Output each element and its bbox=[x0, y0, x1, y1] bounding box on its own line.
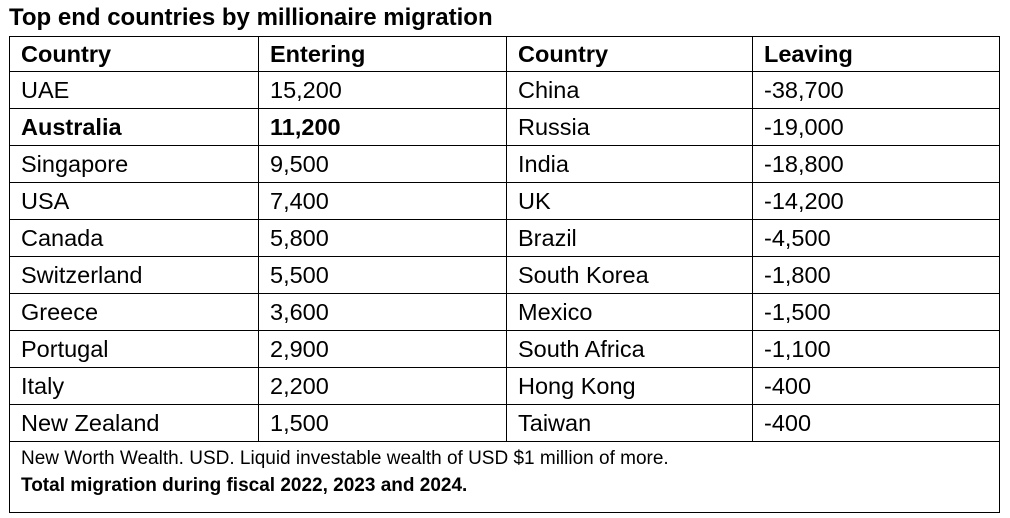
entering-value-cell: 7,400 bbox=[258, 182, 507, 220]
entering-value-cell: 5,500 bbox=[258, 256, 507, 294]
leaving-country-cell: UK bbox=[506, 182, 753, 220]
table-title: Top end countries by millionaire migrati… bbox=[9, 4, 493, 31]
header-leaving: Leaving bbox=[752, 36, 1000, 72]
leaving-value-cell: -400 bbox=[752, 404, 1000, 442]
entering-country-cell: Singapore bbox=[9, 145, 259, 183]
table-body: Country Entering Country Leaving UAE 15,2… bbox=[9, 36, 1000, 442]
entering-value-cell: 11,200 bbox=[258, 108, 507, 146]
table-row: Canada 5,800 Brazil -4,500 bbox=[9, 219, 1000, 257]
leaving-country-cell: China bbox=[506, 71, 753, 109]
table-row: Portugal 2,900 South Africa -1,100 bbox=[9, 330, 1000, 368]
entering-country-cell: Portugal bbox=[9, 330, 259, 368]
migration-table: Country Entering Country Leaving UAE 15,2… bbox=[9, 36, 1000, 513]
header-country-entering: Country bbox=[9, 36, 259, 72]
leaving-value-cell: -4,500 bbox=[752, 219, 1000, 257]
table-header-row: Country Entering Country Leaving bbox=[9, 36, 1000, 72]
leaving-value-cell: -18,800 bbox=[752, 145, 1000, 183]
notes-row: New Worth Wealth. USD. Liquid investable… bbox=[9, 441, 1000, 513]
period-note: Total migration during fiscal 2022, 2023… bbox=[21, 475, 468, 496]
table-row: Australia 11,200 Russia -19,000 bbox=[9, 108, 1000, 146]
entering-country-cell: Greece bbox=[9, 293, 259, 331]
table-row: UAE 15,200 China -38,700 bbox=[9, 71, 1000, 109]
leaving-value-cell: -1,100 bbox=[752, 330, 1000, 368]
leaving-country-cell: Mexico bbox=[506, 293, 753, 331]
source-note: New Worth Wealth. USD. Liquid investable… bbox=[21, 448, 669, 469]
leaving-value-cell: -14,200 bbox=[752, 182, 1000, 220]
entering-country-cell: New Zealand bbox=[9, 404, 259, 442]
notes-cell: New Worth Wealth. USD. Liquid investable… bbox=[9, 441, 1000, 513]
entering-country-cell: Canada bbox=[9, 219, 259, 257]
entering-country-cell: Australia bbox=[9, 108, 259, 146]
table-row: USA 7,400 UK -14,200 bbox=[9, 182, 1000, 220]
entering-value-cell: 3,600 bbox=[258, 293, 507, 331]
table-row: Greece 3,600 Mexico -1,500 bbox=[9, 293, 1000, 331]
header-country-leaving: Country bbox=[506, 36, 753, 72]
entering-country-cell: Switzerland bbox=[9, 256, 259, 294]
entering-country-cell: Italy bbox=[9, 367, 259, 405]
entering-value-cell: 2,900 bbox=[258, 330, 507, 368]
leaving-country-cell: South Africa bbox=[506, 330, 753, 368]
leaving-value-cell: -38,700 bbox=[752, 71, 1000, 109]
leaving-country-cell: South Korea bbox=[506, 256, 753, 294]
leaving-country-cell: Hong Kong bbox=[506, 367, 753, 405]
leaving-country-cell: India bbox=[506, 145, 753, 183]
header-entering: Entering bbox=[258, 36, 507, 72]
leaving-value-cell: -1,500 bbox=[752, 293, 1000, 331]
entering-value-cell: 5,800 bbox=[258, 219, 507, 257]
leaving-value-cell: -1,800 bbox=[752, 256, 1000, 294]
leaving-country-cell: Russia bbox=[506, 108, 753, 146]
entering-value-cell: 1,500 bbox=[258, 404, 507, 442]
table-row: Italy 2,200 Hong Kong -400 bbox=[9, 367, 1000, 405]
entering-value-cell: 9,500 bbox=[258, 145, 507, 183]
leaving-value-cell: -400 bbox=[752, 367, 1000, 405]
entering-country-cell: USA bbox=[9, 182, 259, 220]
leaving-country-cell: Taiwan bbox=[506, 404, 753, 442]
entering-country-cell: UAE bbox=[9, 71, 259, 109]
table-row: Singapore 9,500 India -18,800 bbox=[9, 145, 1000, 183]
table-row: New Zealand 1,500 Taiwan -400 bbox=[9, 404, 1000, 442]
entering-value-cell: 2,200 bbox=[258, 367, 507, 405]
entering-value-cell: 15,200 bbox=[258, 71, 507, 109]
table-row: Switzerland 5,500 South Korea -1,800 bbox=[9, 256, 1000, 294]
leaving-value-cell: -19,000 bbox=[752, 108, 1000, 146]
leaving-country-cell: Brazil bbox=[506, 219, 753, 257]
